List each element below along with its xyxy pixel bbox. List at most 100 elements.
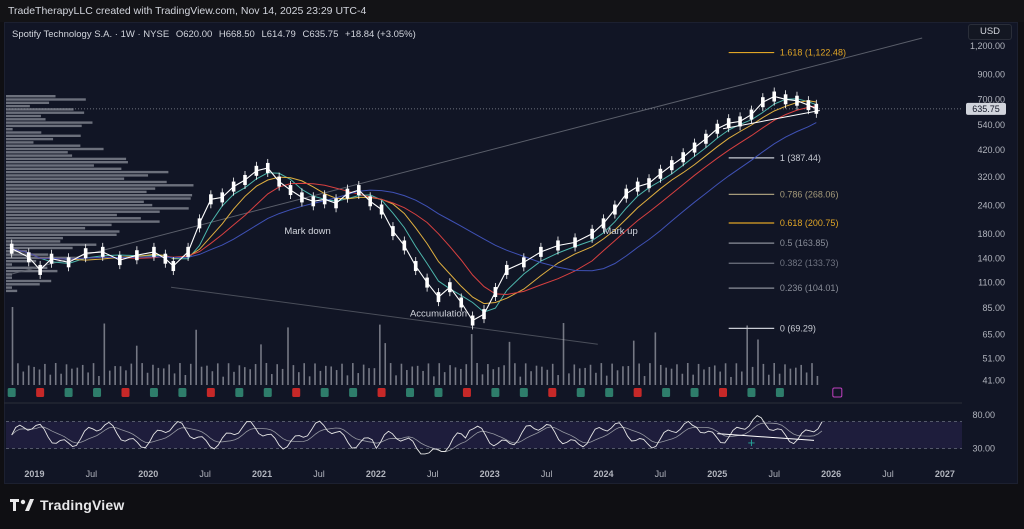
volume-bar bbox=[757, 339, 759, 385]
volume-bar bbox=[325, 365, 327, 385]
volume-profile-bar bbox=[6, 177, 125, 180]
tradingview-logo-icon bbox=[10, 499, 34, 511]
volume-bar bbox=[146, 372, 149, 385]
volume-profile-bar bbox=[6, 141, 34, 144]
fib-level-label: 0.5 (163.85) bbox=[780, 238, 829, 248]
volume-profile-bar bbox=[6, 227, 86, 230]
volume-bar bbox=[416, 365, 419, 385]
volume-bar bbox=[611, 363, 613, 385]
volume-bar bbox=[341, 363, 343, 385]
volume-profile-bar bbox=[6, 134, 81, 137]
volume-bar bbox=[427, 363, 430, 385]
fib-level-label: 0.236 (104.01) bbox=[780, 283, 839, 293]
volume-bar bbox=[784, 364, 786, 385]
volume-bar bbox=[130, 363, 133, 385]
volume-bar bbox=[454, 367, 457, 385]
volume-bar bbox=[649, 363, 651, 385]
volume-bar bbox=[243, 367, 246, 385]
volume-bar bbox=[168, 364, 170, 385]
price-tick-label: 140.00 bbox=[977, 254, 1005, 264]
volume-profile-bar bbox=[6, 273, 12, 276]
volume-profile-bar bbox=[6, 108, 74, 111]
volume-profile-bar bbox=[6, 246, 73, 250]
volume-bar bbox=[308, 376, 311, 385]
volume-profile-bar bbox=[6, 286, 12, 289]
rsi-tick-label: 30.00 bbox=[972, 444, 995, 454]
time-axis-label: 2021 bbox=[252, 469, 272, 479]
volume-bar bbox=[406, 370, 408, 385]
volume-profile-bar bbox=[6, 203, 153, 207]
time-axis-label: 2024 bbox=[593, 469, 613, 479]
volume-profile-bar bbox=[6, 223, 112, 227]
volume-profile-bar bbox=[6, 276, 12, 279]
fib-level-label: 0.382 (133.73) bbox=[780, 258, 839, 268]
volume-bar bbox=[767, 374, 770, 385]
volume-profile-bar bbox=[6, 184, 194, 187]
earnings-marker-icon bbox=[235, 388, 244, 397]
volume-bar bbox=[811, 363, 813, 385]
volume-bar bbox=[584, 367, 586, 385]
volume-profile-bar bbox=[6, 144, 81, 147]
volume-bar bbox=[49, 374, 52, 385]
chart-svg[interactable]: 1.618 (1,122.48) 1 (387.44) 0.786 (268.06)… bbox=[0, 0, 1024, 490]
ohlc-open: O620.00 bbox=[175, 29, 213, 40]
volume-profile-bar bbox=[6, 260, 37, 263]
volume-bar bbox=[530, 371, 532, 385]
chart-panel[interactable] bbox=[4, 22, 1018, 484]
symbol-legend: Spotify Technology S.A. · 1W · NYSE O620… bbox=[12, 29, 420, 40]
volume-bar bbox=[573, 364, 576, 385]
volume-bar bbox=[65, 364, 68, 385]
volume-bar bbox=[514, 363, 516, 385]
volume-bar bbox=[389, 363, 392, 385]
time-axis-label: 2027 bbox=[935, 469, 955, 479]
volume-profile-bar bbox=[6, 118, 46, 121]
volume-bar bbox=[730, 376, 732, 385]
rsi-line bbox=[11, 415, 823, 455]
volume-profile-bar bbox=[6, 243, 97, 246]
volume-bar bbox=[481, 374, 484, 385]
time-axis-label: Jul bbox=[86, 469, 98, 479]
last-price-badge bbox=[966, 102, 1006, 115]
volume-bar bbox=[233, 371, 235, 385]
currency-button[interactable]: USD bbox=[968, 24, 1012, 40]
volume-bar bbox=[330, 366, 333, 385]
upcoming-earnings-icon bbox=[832, 387, 843, 398]
chart-annotation: Mark up bbox=[603, 226, 637, 237]
volume-bar bbox=[395, 375, 397, 385]
volume-bar bbox=[551, 363, 554, 385]
earnings-marker-icon bbox=[605, 388, 614, 397]
ohlc-high: H668.50 bbox=[218, 29, 255, 40]
support-line bbox=[722, 110, 820, 130]
time-axis-label: 2019 bbox=[24, 469, 44, 479]
volume-bar bbox=[216, 363, 219, 385]
bullish-divergence-icon: + bbox=[748, 435, 756, 450]
volume-bar bbox=[568, 373, 570, 385]
volume-bar bbox=[665, 367, 667, 385]
price-tick-label: 51.00 bbox=[982, 354, 1005, 364]
volume-bar bbox=[800, 364, 803, 385]
volume-bar bbox=[557, 375, 559, 385]
time-axis-label: 2022 bbox=[366, 469, 386, 479]
volume-bar bbox=[260, 344, 262, 385]
volume-bar bbox=[125, 370, 127, 385]
moving-average-line bbox=[11, 122, 817, 272]
volume-bar bbox=[816, 375, 819, 385]
volume-bar bbox=[357, 373, 360, 385]
volume-bar bbox=[465, 364, 468, 385]
volume-bar bbox=[276, 364, 278, 385]
volume-bar bbox=[578, 368, 581, 385]
volume-bar bbox=[335, 370, 338, 385]
volume-profile-bar bbox=[6, 180, 167, 184]
volume-bar bbox=[795, 367, 797, 385]
volume-profile-bar bbox=[6, 217, 141, 220]
volume-bar bbox=[157, 367, 160, 385]
rsi-signal-line bbox=[11, 422, 823, 453]
time-axis-label: Jul bbox=[541, 469, 553, 479]
volume-bar bbox=[535, 365, 538, 385]
volume-bar bbox=[746, 325, 748, 385]
volume-bar bbox=[740, 371, 743, 385]
earnings-marker-icon bbox=[7, 388, 16, 397]
volume-profile-bar bbox=[6, 147, 104, 151]
volume-profile-bar bbox=[6, 114, 41, 118]
earnings-marker-icon bbox=[178, 388, 187, 397]
